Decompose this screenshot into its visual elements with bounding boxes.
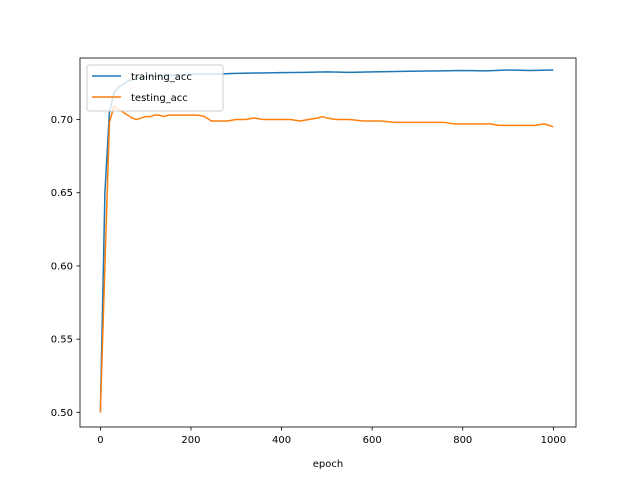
x-tick-label: 800 (453, 435, 472, 446)
x-axis-label: epoch (313, 459, 343, 470)
y-tick-label: 0.60 (51, 261, 73, 272)
y-tick-label: 0.65 (51, 188, 73, 199)
plot-frame (79, 57, 577, 428)
y-tick-label: 0.55 (51, 335, 73, 346)
y-tick-label: 0.50 (51, 408, 73, 419)
x-tick-label: 200 (181, 435, 200, 446)
x-tick-label: 600 (363, 435, 382, 446)
y-tick-label: 0.70 (51, 115, 73, 126)
plot-area (80, 58, 576, 427)
ticks-layer: 0 200 400 600 800 1000 0.50 0.55 0.60 0.65 0.70 (51, 115, 566, 446)
series-line-testing-acc (99, 105, 554, 413)
x-tick-label: 400 (272, 435, 291, 446)
legend-label-testing-acc: testing_acc (131, 93, 188, 104)
legend-label-training-acc: training_acc (131, 72, 192, 83)
legend: training_acc testing_acc (86, 64, 224, 112)
x-tick-label: 1000 (541, 435, 566, 446)
x-tick-label: 0 (97, 435, 103, 446)
